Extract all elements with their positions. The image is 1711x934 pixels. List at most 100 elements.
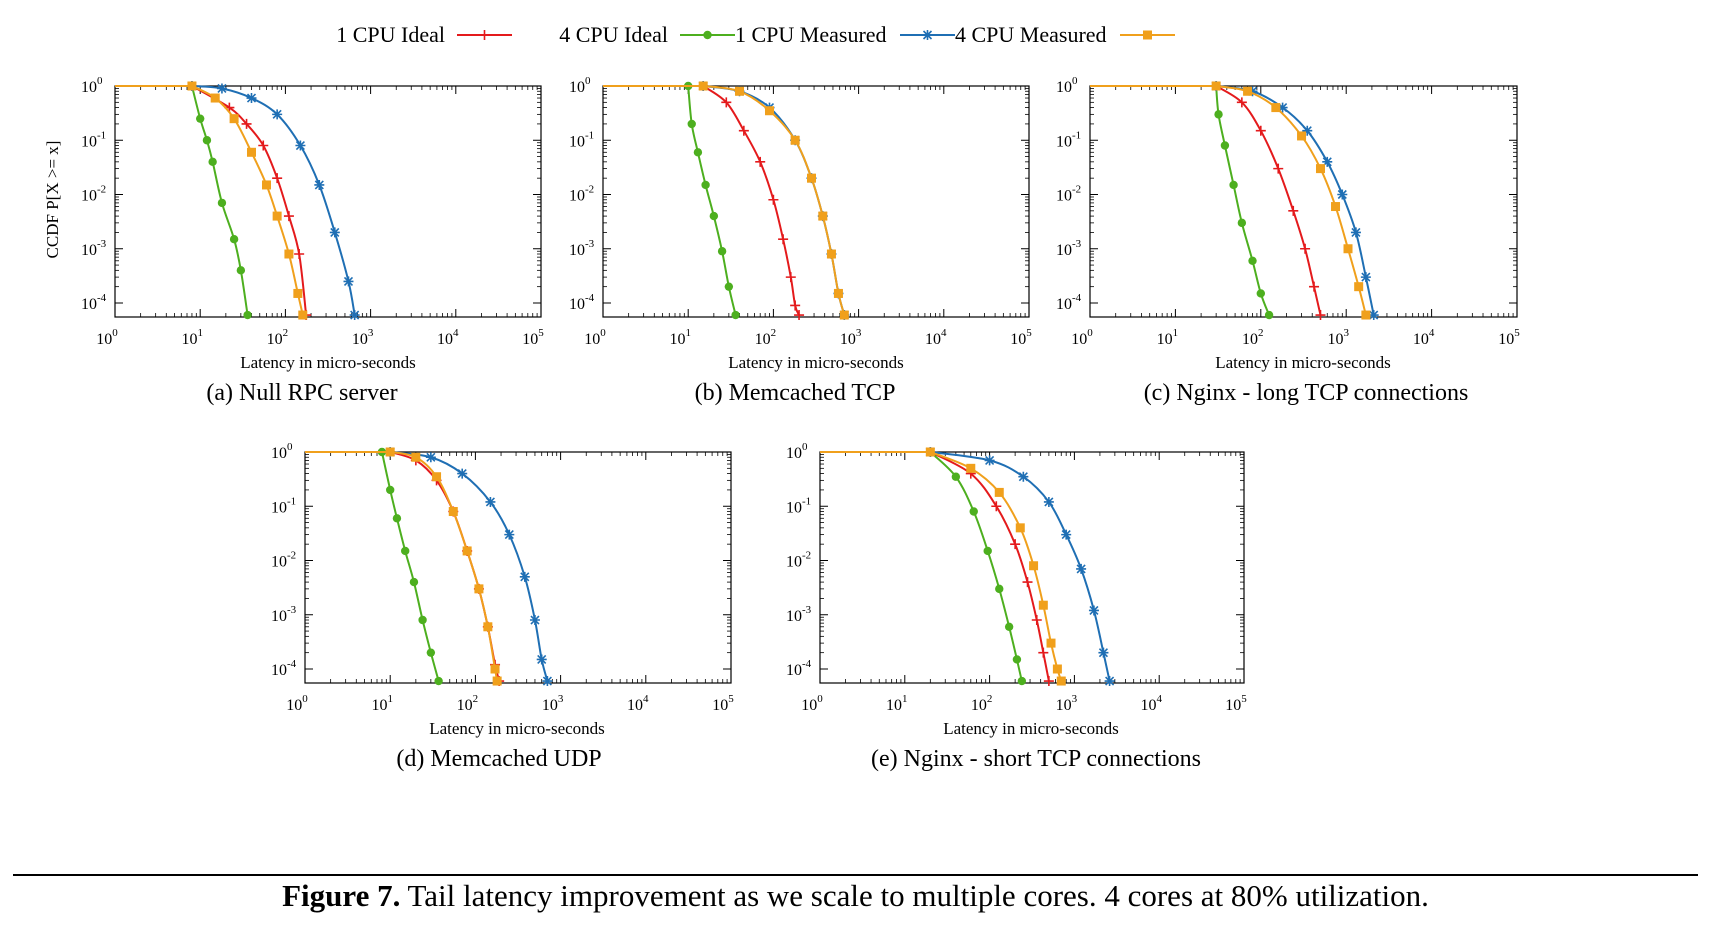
y-axis-label: CCDF P[X >= x] [43, 141, 62, 259]
x-tick-label: 100 [1071, 327, 1093, 348]
data-point [426, 648, 436, 657]
data-point [1271, 103, 1281, 113]
data-point [418, 615, 427, 625]
y-tick-label: 100 [786, 441, 808, 462]
data-point [343, 276, 354, 287]
data-point [1322, 156, 1333, 167]
x-tick-label: 102 [1242, 327, 1264, 348]
y-tick-label: 10-3 [271, 604, 297, 625]
data-point [826, 249, 836, 259]
x-axis-label: Latency in micro-seconds [1215, 353, 1391, 372]
data-point [1315, 310, 1326, 321]
data-point [243, 310, 252, 320]
data-point [768, 194, 779, 205]
data-point [246, 93, 257, 104]
figure-caption: Figure 7. Tail latency improvement as we… [0, 878, 1711, 914]
data-point [984, 455, 995, 466]
y-tick-label: 10-3 [569, 238, 595, 259]
y-tick-label: 10-2 [569, 184, 594, 205]
data-point [1360, 272, 1371, 283]
data-point [1264, 310, 1274, 320]
chart-panel: 100 10-1 10-2 10-3 10-4 100 101 102 103 104 105 Lat… [786, 441, 1247, 772]
data-point [1297, 131, 1307, 141]
x-tick-label: 103 [352, 327, 374, 348]
x-tick-label: 102 [755, 327, 777, 348]
data-point [755, 156, 766, 167]
y-tick-label: 10-4 [786, 658, 812, 679]
series-line [390, 451, 549, 682]
caption-rule [13, 874, 1698, 876]
data-point [1337, 189, 1348, 200]
series [603, 81, 740, 320]
data-point [1248, 256, 1257, 265]
data-point [272, 211, 282, 221]
caption-text: Tail latency improvement as we scale to … [407, 878, 1429, 913]
series [1090, 81, 1326, 321]
data-point [951, 472, 961, 481]
data-point [1088, 605, 1099, 616]
data-point [1315, 164, 1325, 174]
data-point [1309, 281, 1320, 292]
data-point [411, 452, 421, 462]
data-point [1288, 205, 1299, 216]
series-line [1216, 85, 1375, 316]
data-point [1273, 163, 1284, 174]
data-point [298, 310, 308, 320]
data-point [1038, 600, 1048, 610]
data-point [994, 487, 1004, 497]
plot-frame [1089, 85, 1518, 318]
data-point [229, 114, 239, 124]
series [115, 81, 312, 321]
data-point [261, 180, 271, 190]
data-point [1046, 638, 1056, 648]
data-point [1029, 561, 1039, 571]
data-point [1237, 218, 1247, 228]
series-line [191, 85, 308, 316]
data-point [196, 114, 205, 123]
x-tick-label: 101 [669, 327, 691, 348]
data-point [272, 109, 283, 120]
y-tick-label: 10-3 [81, 238, 107, 259]
x-tick-label: 101 [371, 693, 393, 714]
data-point [1331, 202, 1341, 212]
data-point [236, 266, 246, 275]
plot-frame [602, 85, 1030, 318]
y-tick-label: 10-1 [1056, 129, 1081, 150]
data-point [490, 664, 500, 674]
y-tick-label: 10-1 [569, 129, 594, 150]
y-tick-label: 10-2 [81, 184, 106, 205]
y-tick-label: 100 [271, 441, 293, 462]
legend-label: 1 CPU Measured [735, 22, 887, 47]
y-tick-label: 100 [569, 75, 591, 96]
data-point [434, 676, 443, 686]
data-point [1343, 244, 1353, 254]
series [305, 447, 443, 686]
series [820, 447, 1054, 687]
data-point [687, 119, 696, 129]
data-point [1076, 563, 1087, 574]
series-line [1215, 85, 1367, 316]
data-point [1038, 647, 1049, 658]
data-point [839, 310, 849, 320]
data-point [187, 81, 197, 91]
series [1090, 81, 1274, 320]
data-point [229, 234, 239, 244]
legend-label: 4 CPU Measured [955, 22, 1107, 47]
data-point [1043, 496, 1054, 507]
y-tick-label: 10-2 [786, 550, 811, 571]
data-point [1010, 539, 1021, 550]
x-axis-label: Latency in micro-seconds [240, 353, 416, 372]
data-point [1236, 97, 1247, 108]
data-point [1229, 180, 1238, 190]
data-point [731, 310, 740, 320]
data-point [258, 140, 269, 151]
data-point [1277, 102, 1288, 113]
x-tick-label: 105 [1010, 327, 1032, 348]
data-point [1061, 529, 1072, 540]
data-point [721, 97, 732, 108]
x-tick-label: 105 [1498, 327, 1520, 348]
data-point [483, 622, 493, 632]
data-point [1098, 647, 1109, 658]
series [603, 81, 805, 321]
